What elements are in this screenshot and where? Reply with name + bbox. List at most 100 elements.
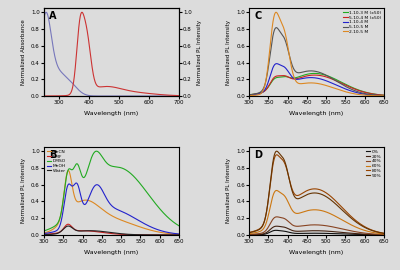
- DMSO: [176, 224, 181, 227]
- 60%: [260, 228, 265, 231]
- Line: 20%: 20%: [249, 226, 384, 235]
- MeCN: [147, 228, 152, 231]
- DMF: [66, 222, 70, 226]
- 60%: [352, 225, 357, 228]
- 20%: [382, 233, 386, 236]
- Water: [96, 230, 101, 233]
- 5.10-5 M: [306, 69, 311, 73]
- Line: 2.10-5 M: 2.10-5 M: [249, 12, 384, 96]
- Water: [134, 233, 139, 236]
- 0%: [247, 233, 252, 237]
- Line: 60%: 60%: [249, 190, 384, 234]
- X-axis label: Wavelength (nm): Wavelength (nm): [84, 250, 138, 255]
- DMSO: [101, 157, 106, 161]
- Water: [147, 233, 152, 237]
- MeOH: [134, 218, 139, 221]
- 1.10-3 M (x50): [301, 73, 306, 77]
- Text: D: D: [254, 150, 262, 160]
- 1.10-4 M: [340, 86, 344, 89]
- Water: [101, 230, 106, 233]
- Y-axis label: Normalized PL Intensity: Normalized PL Intensity: [226, 158, 231, 224]
- DMF: [96, 230, 101, 234]
- 2.10-5 M: [247, 94, 252, 97]
- 1.10-4 M: [260, 90, 265, 94]
- 90%: [260, 224, 265, 227]
- Y-axis label: Normalized PL Intensity: Normalized PL Intensity: [226, 19, 231, 85]
- DMSO: [149, 197, 154, 200]
- 90%: [340, 208, 344, 211]
- 5.10-5 M: [247, 93, 252, 96]
- 40%: [247, 233, 252, 236]
- 5.10-5 M: [260, 88, 265, 91]
- 0%: [301, 232, 306, 235]
- MeCN: [96, 205, 101, 208]
- 5.10-5 M: [340, 83, 344, 86]
- Line: DMF: DMF: [44, 224, 179, 235]
- 90%: [306, 192, 311, 195]
- DMSO: [42, 229, 46, 232]
- 90%: [274, 150, 279, 153]
- 1.10-4 M: [352, 90, 357, 94]
- 1.10-4 M: [247, 93, 252, 97]
- Y-axis label: Normalized PL Intensity: Normalized PL Intensity: [20, 158, 26, 224]
- MeCN: [66, 169, 71, 172]
- 5.10-5 M: [301, 70, 306, 73]
- 20%: [340, 231, 344, 234]
- 20%: [301, 230, 306, 233]
- 5.10-4 M (x50): [354, 88, 359, 92]
- 20%: [306, 229, 311, 232]
- 60%: [306, 209, 311, 212]
- Water: [149, 233, 154, 237]
- 80%: [306, 188, 311, 192]
- Line: 90%: 90%: [249, 151, 384, 233]
- MeCN: [134, 224, 139, 227]
- MeCN: [42, 231, 46, 235]
- 80%: [354, 220, 359, 223]
- DMF: [134, 233, 139, 237]
- 1.10-4 M: [382, 94, 386, 97]
- 5.10-4 M (x50): [301, 75, 306, 78]
- 90%: [301, 195, 306, 198]
- Text: C: C: [254, 11, 262, 21]
- Line: 1.10-3 M (x50): 1.10-3 M (x50): [249, 73, 384, 95]
- 5.10-4 M (x50): [340, 82, 344, 85]
- 60%: [354, 226, 359, 229]
- MeCN: [176, 233, 181, 236]
- Water: [55, 232, 60, 235]
- 40%: [306, 224, 311, 227]
- 5.10-5 M: [354, 90, 359, 93]
- 5.10-4 M (x50): [306, 74, 311, 77]
- 5.10-4 M (x50): [260, 90, 265, 94]
- 2.10-5 M: [260, 89, 265, 93]
- 20%: [352, 232, 357, 235]
- 2.10-5 M: [382, 94, 386, 97]
- 90%: [352, 219, 357, 222]
- 20%: [260, 232, 265, 235]
- 60%: [340, 218, 344, 221]
- 20%: [247, 233, 252, 236]
- X-axis label: Wavelength (nm): Wavelength (nm): [84, 111, 138, 116]
- Line: DMSO: DMSO: [44, 151, 179, 231]
- 1.10-3 M (x50): [260, 90, 265, 94]
- 40%: [301, 224, 306, 227]
- 1.10-3 M (x50): [352, 87, 357, 90]
- 1.10-3 M (x50): [312, 72, 317, 75]
- 0%: [382, 233, 386, 237]
- MeOH: [101, 191, 106, 194]
- Y-axis label: Normalized Absorbance: Normalized Absorbance: [20, 19, 26, 85]
- MeCN: [55, 222, 60, 226]
- 5.10-4 M (x50): [312, 73, 317, 77]
- 2.10-5 M: [306, 81, 311, 85]
- DMF: [147, 233, 152, 237]
- MeOH: [176, 232, 181, 235]
- 40%: [274, 215, 279, 218]
- 40%: [352, 230, 357, 233]
- 2.10-5 M: [352, 92, 357, 95]
- Text: A: A: [49, 11, 57, 21]
- 2.10-5 M: [340, 89, 344, 92]
- MeCN: [149, 229, 154, 232]
- Line: 1.10-4 M: 1.10-4 M: [249, 64, 384, 96]
- Y-axis label: Normalized PL Intensity: Normalized PL Intensity: [197, 19, 202, 85]
- 40%: [260, 231, 265, 234]
- 0%: [274, 229, 278, 232]
